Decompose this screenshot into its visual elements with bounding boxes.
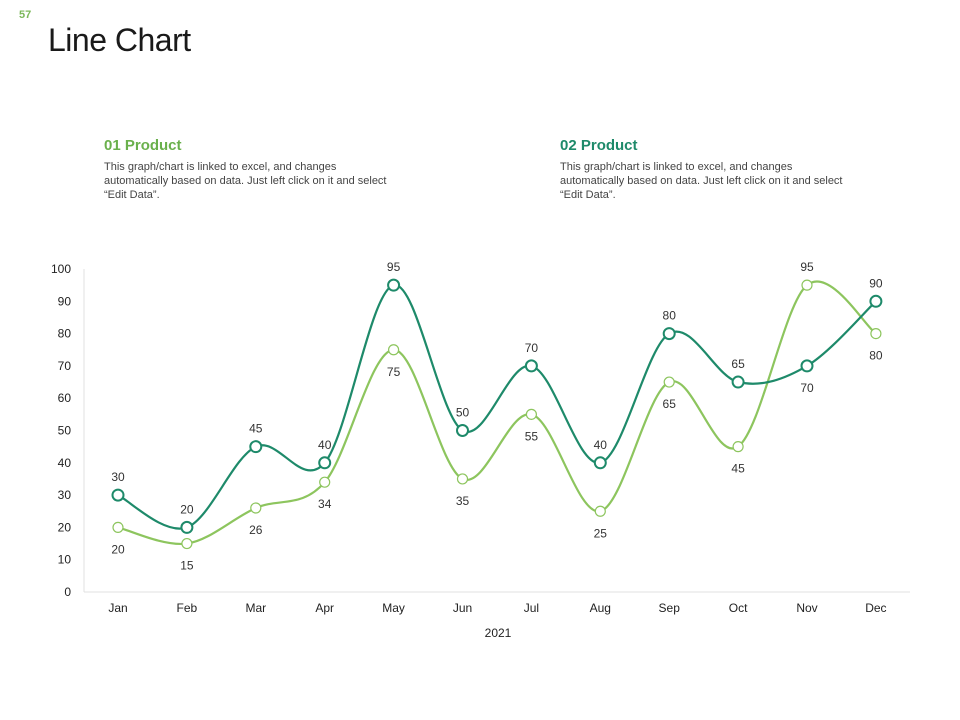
y-tick-label: 0	[64, 585, 71, 599]
series-2-data-label: 40	[594, 438, 608, 452]
series-2-data-label: 70	[800, 381, 814, 395]
series-1-data-label: 26	[249, 523, 263, 537]
product-1-legend: 01 Product This graph/chart is linked to…	[104, 137, 394, 202]
x-axis-label: 2021	[485, 626, 512, 640]
y-tick-label: 40	[58, 456, 72, 470]
series-2-data-label: 30	[111, 470, 125, 484]
series-1-point	[456, 473, 469, 485]
x-tick-label: Aug	[590, 601, 611, 615]
y-tick-label: 50	[58, 424, 72, 438]
series-2-point	[111, 488, 125, 502]
series-2-data-label: 50	[456, 406, 470, 420]
series-2-data-label: 65	[731, 357, 745, 371]
product-2-description: This graph/chart is linked to excel, and…	[560, 161, 843, 201]
series-1-point	[181, 537, 193, 550]
product-2-legend: 02 Product This graph/chart is linked to…	[560, 137, 850, 202]
series-2-data-label: 95	[387, 260, 401, 274]
series-2-point	[731, 375, 745, 389]
series-2-data-label: 40	[318, 438, 332, 452]
product-2-title: 02 Product	[560, 137, 638, 154]
series-1-data-label: 15	[180, 559, 194, 573]
series-1-data-label: 80	[869, 349, 883, 363]
series-1-data-label: 20	[111, 542, 125, 556]
series-2-point	[662, 327, 676, 341]
series-1-point	[801, 279, 813, 291]
series-2-point	[456, 424, 469, 437]
series-2-data-label: 45	[249, 422, 263, 436]
x-tick-label: Nov	[796, 601, 817, 615]
y-tick-label: 20	[58, 520, 72, 534]
y-tick-label: 70	[58, 359, 72, 373]
x-tick-label: May	[382, 601, 405, 615]
series-1-data-label: 34	[318, 497, 332, 511]
y-tick-label: 30	[58, 488, 72, 502]
series-1-point	[663, 376, 675, 388]
series-2-point	[869, 294, 883, 308]
series-1-data-label: 55	[525, 429, 539, 443]
series-1-point	[250, 502, 262, 514]
series-1-line	[117, 280, 877, 546]
y-tick-label: 10	[58, 553, 72, 567]
series-2-point	[180, 520, 194, 534]
x-tick-label: Jun	[453, 601, 472, 615]
series-1-point	[112, 521, 124, 534]
series-2-data-label: 20	[180, 502, 194, 516]
series-1-point	[594, 505, 606, 517]
series-2-data-label: 90	[869, 276, 883, 290]
series-2-point	[800, 359, 814, 373]
series-2-point	[524, 359, 538, 373]
x-tick-label: Sep	[659, 601, 681, 615]
x-tick-label: Apr	[315, 601, 334, 615]
series-2-point	[387, 278, 401, 292]
series-2-data-label: 80	[663, 309, 677, 323]
series-2-line	[117, 284, 877, 530]
slide-number: 57	[19, 9, 32, 21]
series-1-data-label: 25	[594, 526, 608, 540]
page-title: Line Chart	[48, 22, 191, 58]
series-1-point	[388, 344, 400, 356]
series-2-point	[318, 456, 332, 470]
x-tick-label: Jul	[524, 601, 539, 615]
y-tick-label: 90	[58, 294, 72, 308]
x-tick-label: Oct	[729, 601, 748, 615]
series-1-data-label: 65	[663, 397, 677, 411]
x-tick-label: Dec	[865, 601, 886, 615]
series-2-data-label: 70	[525, 341, 539, 355]
series-1-data-label: 45	[731, 462, 745, 476]
series-1-point	[319, 476, 331, 488]
x-tick-label: Feb	[177, 601, 198, 615]
x-tick-label: Mar	[245, 601, 266, 615]
series-1-point	[732, 441, 744, 453]
series-1-point	[525, 408, 538, 420]
series-1-data-label: 75	[387, 365, 401, 379]
series-1-point	[870, 328, 882, 340]
series-1-data-label: 95	[800, 260, 814, 274]
product-1-description: This graph/chart is linked to excel, and…	[104, 161, 387, 201]
series-2-point	[593, 456, 607, 470]
series-2-point	[249, 440, 263, 454]
x-tick-label: Jan	[108, 601, 127, 615]
y-tick-label: 60	[58, 391, 72, 405]
y-tick-label: 80	[58, 327, 72, 341]
series-1-data-label: 35	[456, 494, 470, 508]
y-tick-label: 100	[51, 262, 71, 276]
product-1-title: 01 Product	[104, 137, 182, 154]
